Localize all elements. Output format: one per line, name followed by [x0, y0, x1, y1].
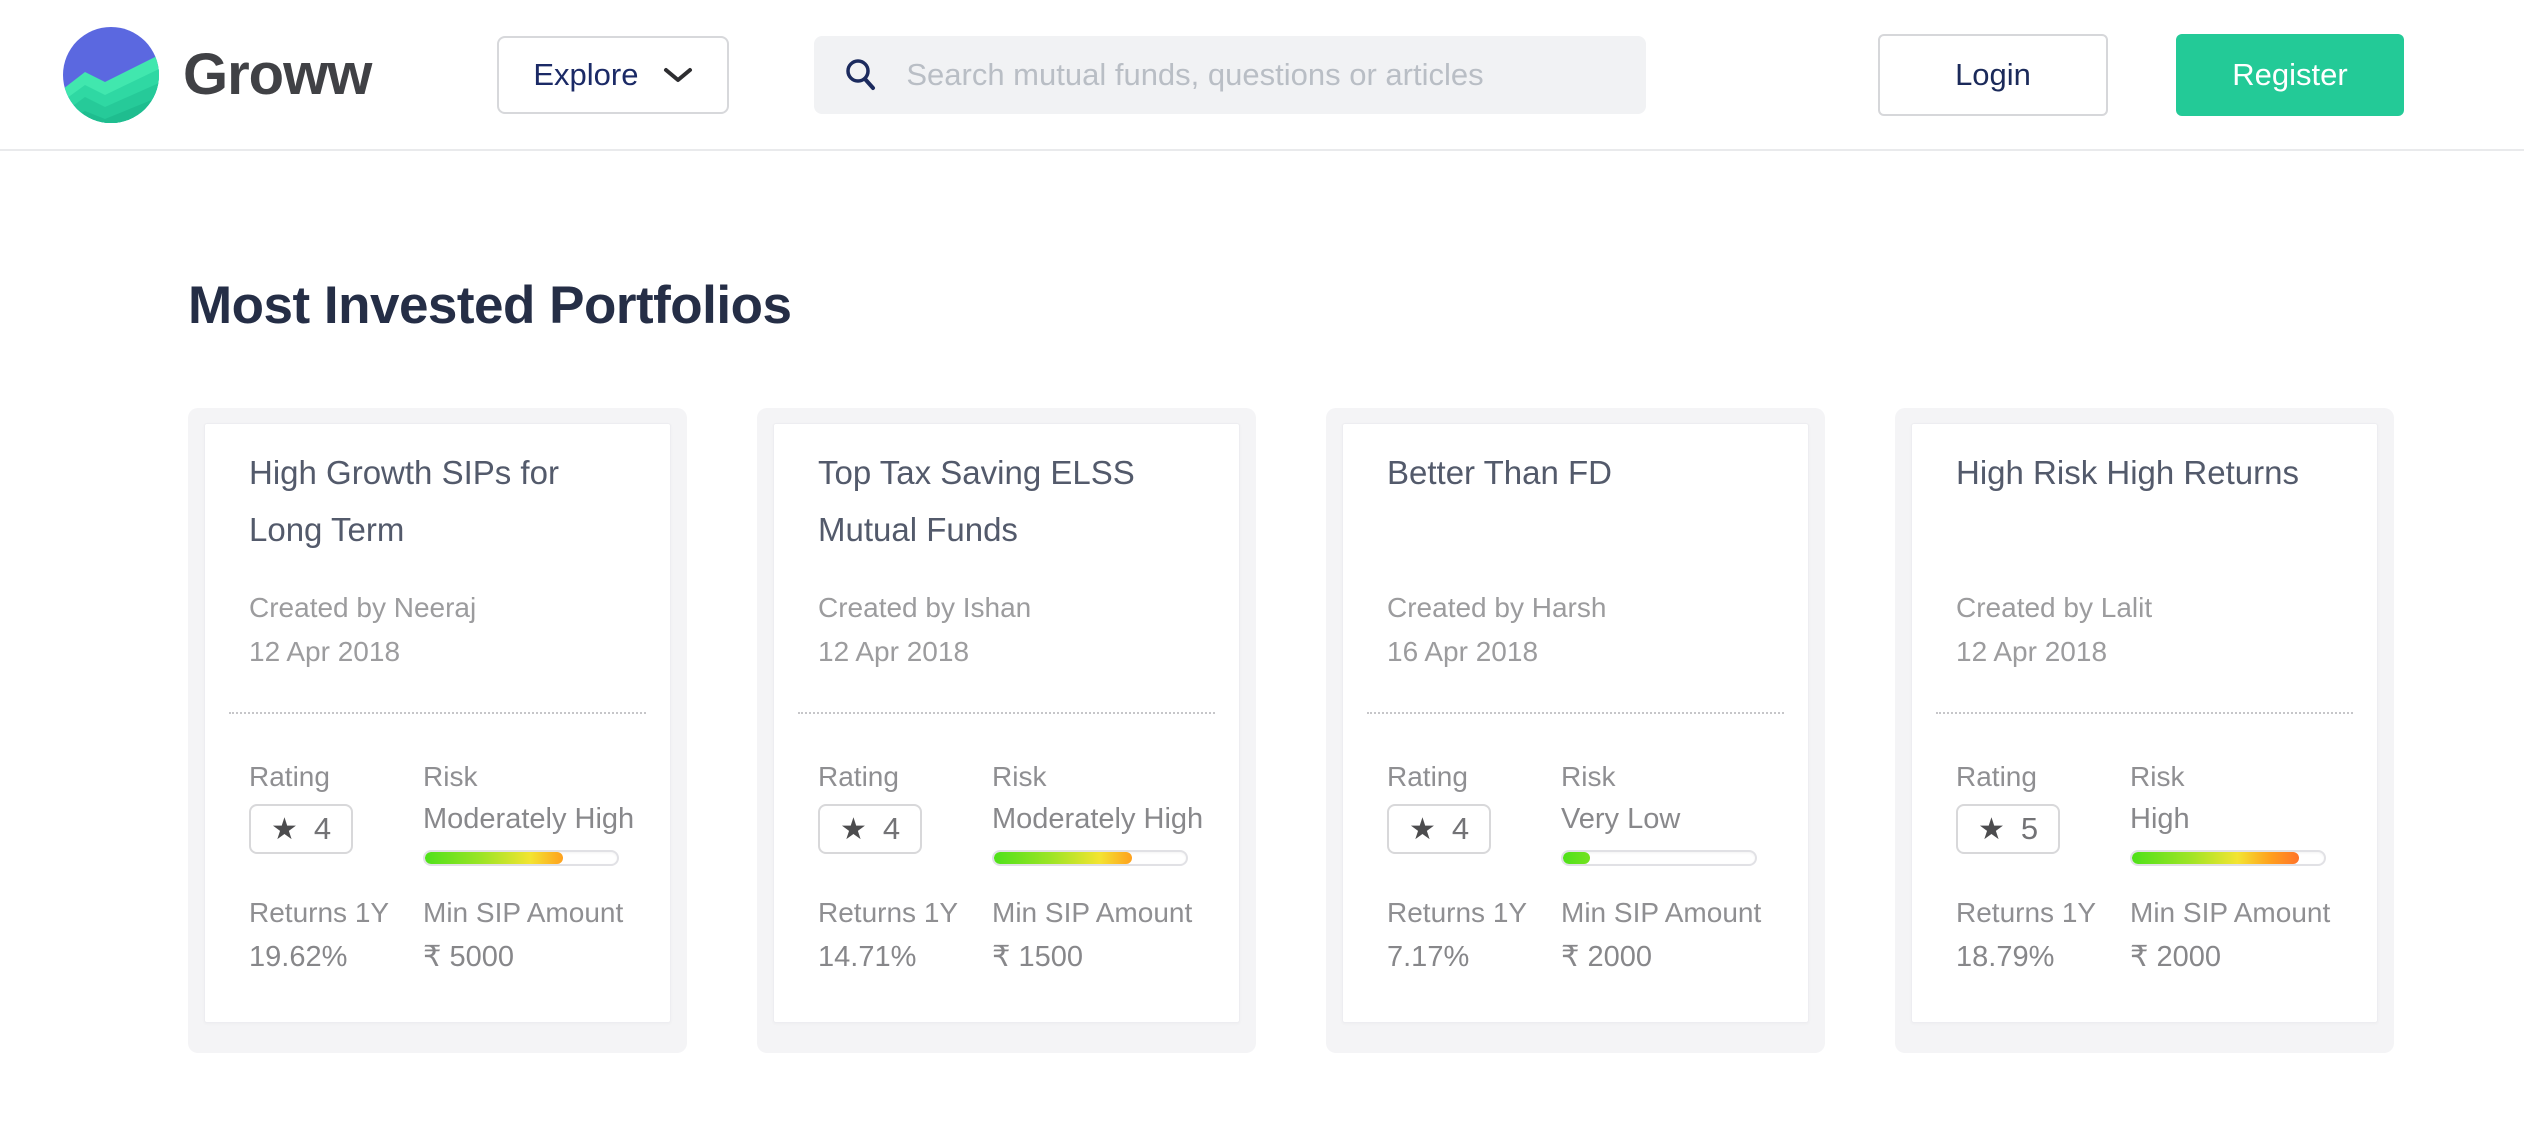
min-sip-value: ₹ 2000 [2130, 941, 2222, 973]
divider [229, 712, 646, 714]
returns-label: Returns 1Y [1387, 897, 1528, 928]
rating-badge: ★ 5 [1956, 804, 2061, 854]
risk-label: Risk [423, 761, 478, 792]
register-button[interactable]: Register [2176, 33, 2404, 116]
portfolio-meta: Created by Ishan 12 Apr 2018 [818, 586, 1195, 674]
min-sip-value: ₹ 2000 [1561, 941, 1653, 973]
min-sip-label: Min SIP Amount [2130, 897, 2331, 928]
created-by: Created by Harsh [1387, 592, 1607, 623]
risk-meter [992, 850, 1188, 866]
created-date: 12 Apr 2018 [818, 636, 970, 667]
rating-label: Rating [1956, 761, 2037, 792]
explore-label: Explore [533, 56, 639, 92]
returns-value: 14.71% [818, 941, 917, 973]
portfolio-title: High Growth SIPs for Long Term [249, 454, 559, 548]
groww-logo-icon[interactable] [63, 26, 159, 123]
portfolio-stats: Rating ★ 4 Risk Very Low [1387, 762, 1764, 976]
min-sip-value: ₹ 5000 [423, 941, 515, 973]
min-sip-value: ₹ 1500 [992, 941, 1084, 973]
created-by: Created by Neeraj [249, 592, 477, 623]
rating-label: Rating [1387, 761, 1468, 792]
risk-meter [423, 850, 619, 866]
returns-label: Returns 1Y [1956, 897, 2097, 928]
search-icon [846, 58, 876, 90]
risk-level: High [2130, 803, 2190, 835]
rating-value: 4 [1451, 811, 1470, 846]
page-title: Most Invested Portfolios [188, 276, 792, 335]
star-icon: ★ [271, 812, 298, 846]
rating-badge: ★ 4 [1387, 804, 1492, 854]
created-by: Created by Lalit [1956, 592, 2153, 623]
portfolio-stats: Rating ★ 5 Risk High [1956, 762, 2333, 976]
portfolio-card-frame: Better Than FD Created by Harsh 16 Apr 2… [1326, 408, 1825, 1053]
risk-level: Moderately High [992, 803, 1204, 835]
portfolio-card-frame: High Growth SIPs for Long Term Created b… [188, 408, 687, 1053]
portfolio-card[interactable]: High Risk High Returns Created by Lalit … [1911, 423, 2378, 1023]
portfolio-stats: Rating ★ 4 Risk Moderately High [818, 761, 1203, 976]
created-by: Created by Ishan [818, 592, 1032, 623]
search-bar[interactable] [814, 35, 1647, 114]
returns-label: Returns 1Y [818, 897, 959, 928]
portfolio-stats: Rating ★ 4 Risk Moderately High [249, 761, 634, 976]
rating-badge: ★ 4 [818, 804, 923, 854]
returns-value: 7.17% [1387, 941, 1470, 973]
risk-label: Risk [992, 761, 1047, 792]
risk-label: Risk [1561, 761, 1616, 792]
created-date: 12 Apr 2018 [249, 636, 401, 667]
risk-meter-fill [425, 852, 564, 864]
rating-label: Rating [249, 761, 330, 792]
risk-meter [1561, 850, 1757, 866]
rating-label: Rating [818, 761, 899, 792]
portfolio-card[interactable]: Better Than FD Created by Harsh 16 Apr 2… [1342, 423, 1809, 1023]
returns-value: 18.79% [1956, 941, 2055, 973]
min-sip-label: Min SIP Amount [1561, 897, 1762, 928]
portfolio-card-frame: High Risk High Returns Created by Lalit … [1895, 408, 2394, 1053]
rating-value: 4 [882, 811, 901, 846]
rating-badge: ★ 4 [249, 804, 354, 854]
portfolio-meta: Created by Neeraj 12 Apr 2018 [249, 586, 626, 674]
created-date: 12 Apr 2018 [1956, 636, 2108, 667]
returns-label: Returns 1Y [249, 897, 390, 928]
min-sip-label: Min SIP Amount [992, 897, 1193, 928]
portfolio-card[interactable]: Top Tax Saving ELSS Mutual Funds Created… [773, 423, 1240, 1023]
risk-meter [2130, 850, 2326, 866]
chevron-down-icon [664, 67, 693, 82]
portfolio-cards-row: High Growth SIPs for Long Term Created b… [188, 408, 2524, 1053]
content-area: Most Invested Portfolios High Growth SIP… [0, 275, 2524, 1053]
risk-label: Risk [2130, 761, 2185, 792]
portfolio-card-frame: Top Tax Saving ELSS Mutual Funds Created… [757, 408, 1256, 1053]
explore-dropdown[interactable]: Explore [497, 35, 730, 114]
portfolio-meta: Created by Harsh 16 Apr 2018 [1387, 586, 1764, 674]
star-icon: ★ [840, 812, 867, 846]
risk-meter-fill [2132, 852, 2300, 864]
star-icon: ★ [1978, 812, 2005, 846]
risk-meter-fill [1563, 852, 1590, 864]
portfolio-card[interactable]: High Growth SIPs for Long Term Created b… [204, 423, 671, 1023]
min-sip-label: Min SIP Amount [423, 897, 624, 928]
divider [1936, 712, 2353, 714]
top-nav: Groww Explore Login Register [0, 0, 2524, 151]
portfolio-title: High Risk High Returns [1956, 454, 2299, 491]
login-button[interactable]: Login [1878, 33, 2108, 116]
rating-value: 4 [313, 811, 332, 846]
risk-meter-fill [994, 852, 1133, 864]
brand-name[interactable]: Groww [183, 42, 372, 107]
search-input[interactable] [906, 56, 1619, 93]
star-icon: ★ [1409, 812, 1436, 846]
portfolio-title: Better Than FD [1387, 454, 1612, 491]
returns-value: 19.62% [249, 941, 348, 973]
divider [798, 712, 1215, 714]
risk-level: Very Low [1561, 803, 1681, 835]
portfolio-meta: Created by Lalit 12 Apr 2018 [1956, 586, 2333, 674]
divider [1367, 712, 1784, 714]
created-date: 16 Apr 2018 [1387, 636, 1539, 667]
portfolio-title: Top Tax Saving ELSS Mutual Funds [818, 454, 1135, 548]
rating-value: 5 [2020, 811, 2039, 846]
risk-level: Moderately High [423, 803, 635, 835]
